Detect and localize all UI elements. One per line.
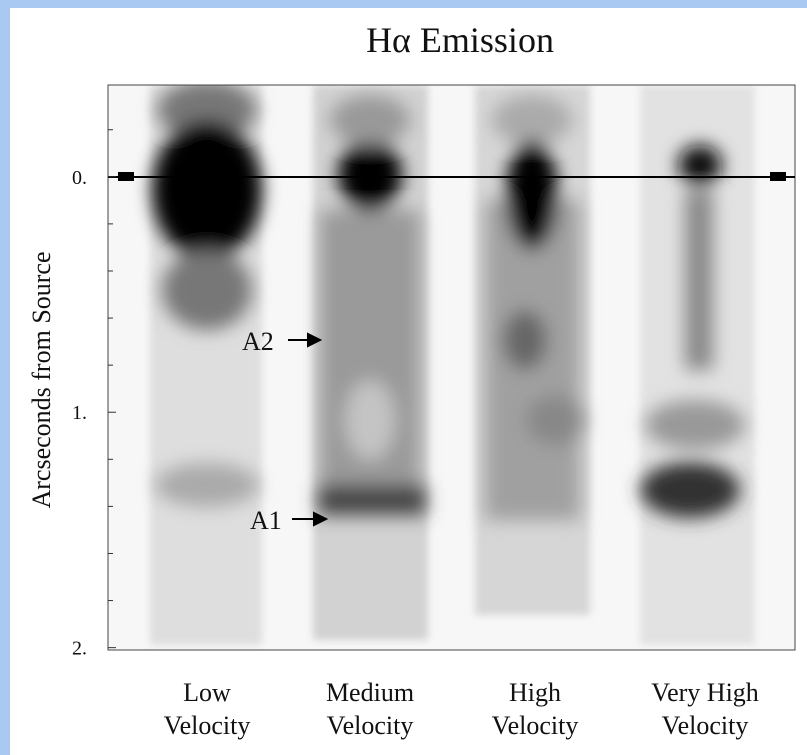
annotation: A1 (250, 506, 282, 535)
source-marker (118, 172, 134, 181)
y-axis-label: Arcseconds from Source (27, 251, 56, 508)
panel-label: Velocity (327, 711, 414, 740)
y-tick-label: 1. (72, 402, 87, 424)
annotation: A2 (242, 327, 274, 356)
y-tick-label: 2. (72, 638, 87, 660)
panel-label: Very High (651, 678, 759, 707)
panel-label: Velocity (492, 711, 579, 740)
source-marker (770, 172, 786, 181)
panel-label: High (509, 678, 561, 707)
frame (107, 84, 796, 651)
annotation-arrow (292, 511, 329, 527)
title: Hα Emission (366, 20, 554, 60)
panel-label: Velocity (662, 711, 749, 740)
annotation-arrow (288, 332, 323, 348)
panel-label: Velocity (164, 711, 251, 740)
panel-label: Medium (326, 678, 414, 707)
panel-label: Low (183, 678, 231, 707)
y-tick-label: 0. (72, 167, 87, 189)
